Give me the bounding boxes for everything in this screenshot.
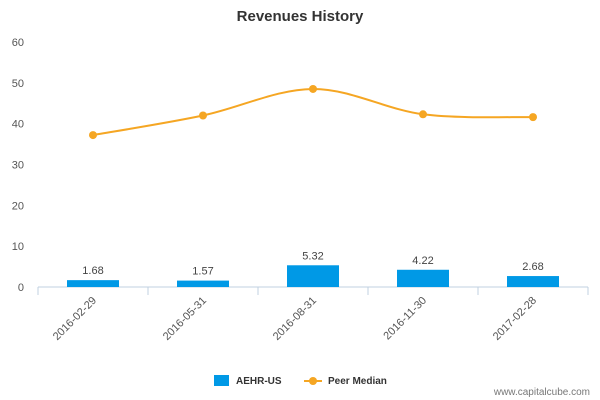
y-tick-label: 0 (18, 282, 24, 294)
bar-aehr (177, 280, 229, 287)
peer-median-point (199, 111, 207, 120)
peer-median-point (529, 113, 537, 122)
bar-aehr (507, 276, 559, 287)
y-tick-label: 10 (12, 241, 24, 253)
peer-median-series (89, 84, 537, 140)
y-tick-label: 20 (12, 200, 24, 212)
chart-title: Revenues History (237, 8, 364, 25)
bar-data-label: 1.68 (82, 265, 103, 277)
legend-swatch-aehr (214, 375, 229, 386)
credit-text: www.capitalcube.com (493, 387, 590, 398)
y-tick-label: 30 (12, 160, 24, 172)
y-tick-label: 50 (12, 78, 24, 90)
peer-median-point (419, 110, 427, 119)
bar-aehr (67, 280, 119, 287)
legend-label-aehr: AEHR-US (236, 376, 282, 387)
legend-swatch-peer-marker (309, 377, 317, 385)
bar-data-label: 2.68 (522, 261, 543, 273)
legend-label-peer: Peer Median (328, 376, 387, 387)
x-tick-label: 2017-02-28 (491, 295, 539, 343)
peer-median-point (89, 131, 97, 140)
peer-median-line (92, 87, 534, 137)
bar-data-label: 5.32 (302, 250, 323, 262)
x-axis: 2016-02-29 2016-05-31 2016-08-31 2016-11-30… (37, 287, 589, 343)
x-tick-label: 2016-11-30 (381, 295, 429, 343)
legend: AEHR-US Peer Median (214, 375, 387, 387)
y-tick-label: 60 (12, 37, 24, 49)
y-tick-label: 40 (12, 119, 24, 131)
y-axis: 0 10 20 30 40 50 60 (12, 37, 24, 294)
bar-data-label: 1.57 (192, 266, 213, 278)
bar-data-label: 4.22 (412, 255, 433, 267)
bar-aehr (397, 269, 449, 287)
x-tick-label: 2016-05-31 (161, 295, 209, 343)
x-tick-label: 2016-02-29 (51, 295, 99, 343)
bar-series: 1.68 1.57 5.32 4.22 2.68 (67, 250, 559, 287)
bar-aehr (287, 265, 339, 287)
x-tick-label: 2016-08-31 (271, 295, 319, 343)
peer-median-point (309, 84, 317, 93)
